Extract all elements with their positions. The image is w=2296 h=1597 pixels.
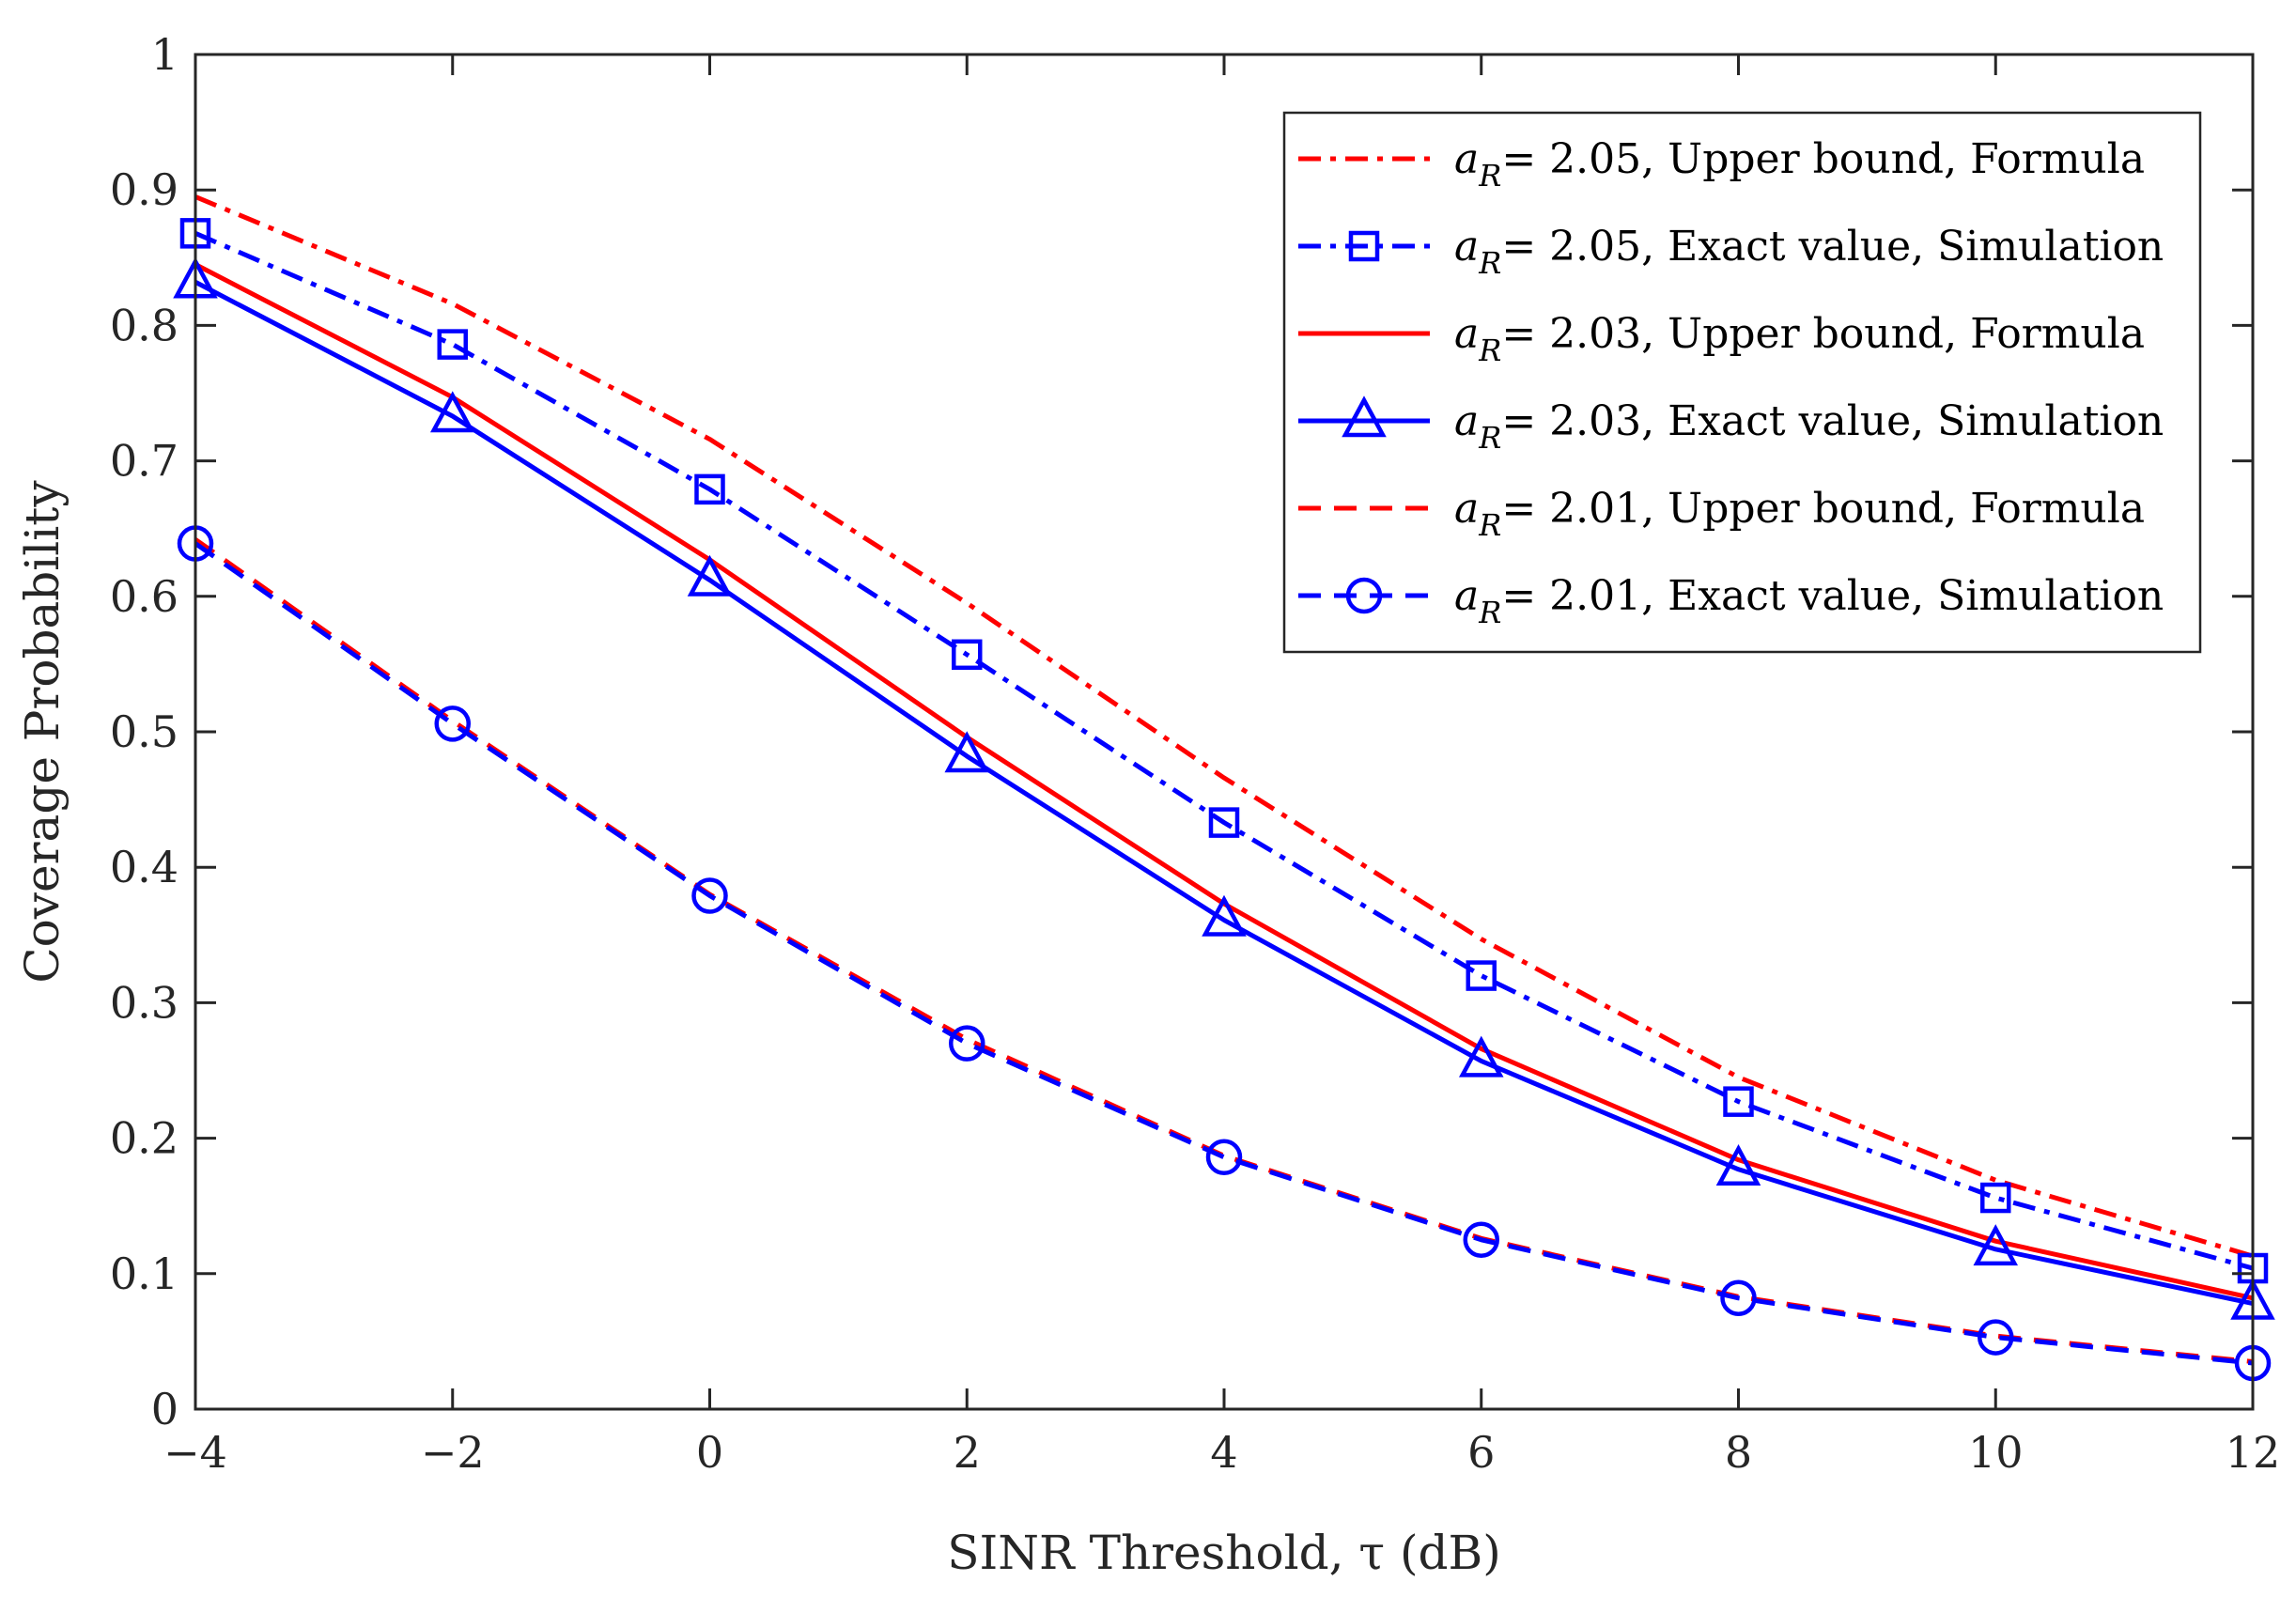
- ticks-layer: −4 −2 0 2 4 6 8 10 12 0 0.1 0.2 0.3 0.4 0.5 0.6 0.7 0.8 0.…: [110, 29, 2280, 1478]
- legend-triangle-marker: [1342, 395, 1387, 438]
- triangle-marker: [429, 391, 475, 433]
- y-tick-label: 0.2: [110, 1113, 178, 1164]
- circle-marker: [1463, 1221, 1499, 1258]
- square-marker: [1466, 960, 1497, 991]
- square-marker: [952, 639, 983, 671]
- series-line: [194, 231, 2254, 1271]
- x-tick-label: 6: [1467, 1427, 1495, 1478]
- series-layer: [173, 194, 2275, 1382]
- y-tick-label: 0.4: [110, 842, 178, 892]
- legend-label: aR= 2.03, Exact value, Simulation: [1454, 397, 2164, 456]
- legend-label: aR= 2.03, Upper bound, Formula: [1454, 310, 2145, 368]
- series-line: [194, 541, 2254, 1366]
- x-tick-label: 0: [696, 1427, 723, 1478]
- circle-marker: [691, 877, 728, 914]
- x-tick-label: 8: [1725, 1427, 1752, 1478]
- legend-label: aR= 2.05, Exact value, Simulation: [1454, 223, 2164, 281]
- x-tick-label: 2: [954, 1427, 981, 1478]
- series-group: [173, 256, 2275, 1320]
- y-tick-label: 0.9: [110, 164, 178, 215]
- legend-circle-marker: [1345, 577, 1383, 614]
- square-marker: [694, 473, 725, 505]
- triangle-marker: [944, 731, 990, 773]
- x-tick-label: 4: [1210, 1427, 1237, 1478]
- triangle-marker: [1202, 894, 1247, 937]
- y-tick-label: 0.1: [110, 1248, 178, 1299]
- square-marker: [1723, 1086, 1754, 1117]
- circle-marker: [949, 1025, 985, 1062]
- y-tick-label: 0.6: [110, 571, 178, 622]
- circle-marker: [1978, 1319, 2014, 1356]
- y-tick-label: 1: [151, 29, 178, 80]
- circle-marker: [1205, 1139, 1243, 1176]
- x-tick-label: −2: [421, 1427, 485, 1478]
- circle-marker: [1720, 1279, 1757, 1317]
- legend-label: aR= 2.01, Exact value, Simulation: [1454, 572, 2164, 630]
- series-group: [194, 194, 2254, 1259]
- y-tick-label: 0.3: [110, 977, 178, 1028]
- y-tick-label: 0: [151, 1384, 178, 1434]
- x-tick-label: 10: [1968, 1427, 2024, 1478]
- x-axis-title: SINR Threshold, τ (dB): [947, 1526, 1500, 1580]
- y-axis-title: Coverage Probability: [15, 480, 70, 984]
- x-tick-label: −4: [163, 1427, 227, 1478]
- legend-box: [1282, 111, 2202, 654]
- square-marker: [437, 329, 468, 360]
- y-tick-label: 0.7: [110, 436, 178, 487]
- legend: aR= 2.05, Upper bound, Formula aR= 2.05, …: [1282, 111, 2202, 654]
- legend-label: aR= 2.01, Upper bound, Formula: [1454, 485, 2145, 543]
- triangle-marker: [1458, 1035, 1504, 1078]
- square-marker: [1208, 807, 1240, 838]
- triangle-marker: [687, 554, 733, 597]
- y-tick-label: 0.5: [110, 706, 178, 757]
- legend-label: aR= 2.05, Upper bound, Formula: [1454, 135, 2145, 194]
- circle-marker: [434, 705, 471, 742]
- y-tick-label: 0.8: [110, 300, 178, 350]
- triangle-marker: [1715, 1144, 1761, 1186]
- x-tick-label: 12: [2226, 1427, 2281, 1478]
- triangle-marker: [1973, 1224, 2019, 1266]
- series-line: [194, 194, 2254, 1259]
- legend-square-marker: [1348, 230, 1380, 262]
- series-line: [194, 280, 2254, 1306]
- square-marker: [1980, 1182, 2011, 1214]
